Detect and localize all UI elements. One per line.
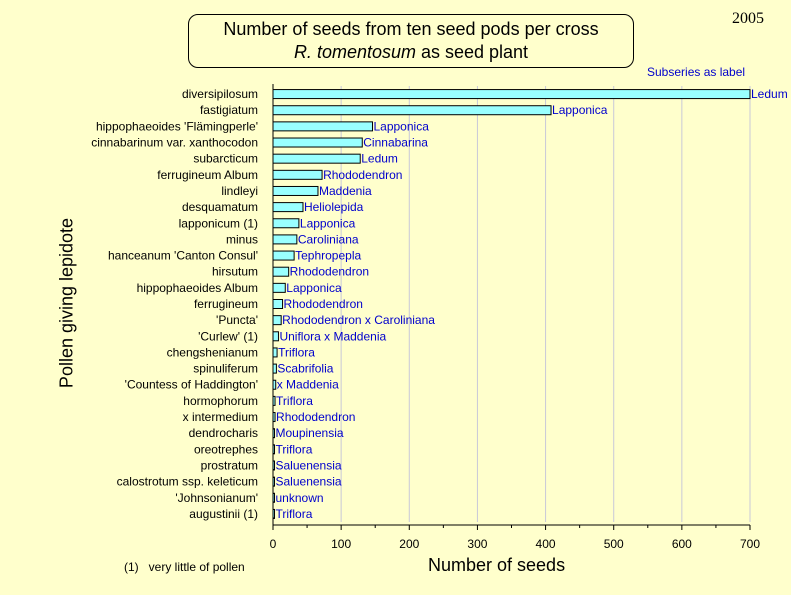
chart-title-line2: R. tomentosum as seed plant	[189, 42, 633, 63]
bar-value-label: Triflora	[276, 394, 313, 408]
category-label: fastigiatum	[200, 103, 258, 117]
bar-value-label: unknown	[276, 491, 324, 505]
bar	[272, 282, 286, 293]
bar-value-label: x Maddenia	[277, 378, 339, 392]
bar-value-label: Rhododendron	[290, 265, 369, 279]
category-label: hirsutum	[212, 265, 258, 279]
category-label: 'Johnsonianum'	[175, 491, 258, 505]
bar-value-label: Scabrifolia	[277, 362, 333, 376]
category-label: hanceanum 'Canton Consul'	[108, 249, 258, 263]
bar-value-label: Ledum	[751, 87, 788, 101]
bar	[272, 363, 277, 374]
category-label: chengshenianum	[167, 345, 258, 359]
x-tick-label: 600	[672, 537, 692, 551]
bar-value-label: Lapponica	[552, 103, 608, 117]
bar-value-label: Triflora	[276, 507, 313, 521]
chart-title-box: Number of seeds from ten seed pods per c…	[188, 14, 634, 68]
x-tick-label: 300	[467, 537, 487, 551]
category-label: 'Curlew' (1)	[198, 329, 258, 343]
bar-value-label: Heliolepida	[304, 200, 364, 214]
x-tick-label: 100	[331, 537, 351, 551]
category-label: prostratum	[201, 458, 258, 472]
subseries-note: Subseries as label	[647, 65, 746, 79]
bar	[272, 299, 284, 309]
category-label: subarcticum	[193, 152, 258, 166]
category-label: hormophorum	[183, 394, 258, 408]
x-tick-label: 200	[399, 537, 419, 551]
bar-value-label: Moupinensia	[276, 426, 344, 440]
bar	[272, 218, 300, 229]
bar-value-label: Triflora	[276, 442, 313, 456]
bar	[272, 266, 290, 277]
x-tick-label: 0	[270, 537, 277, 551]
category-label: oreotrephes	[194, 442, 258, 456]
category-label: calostrotum ssp. keleticum	[117, 475, 258, 489]
chart-title-species: R. tomentosum	[293, 42, 416, 62]
bar-value-label: Uniflora x Maddenia	[279, 329, 386, 343]
bar-value-label: Rhododendron	[323, 168, 402, 182]
bar-value-label: Lapponica	[300, 216, 356, 230]
x-tick-label: 700	[740, 537, 760, 551]
bar-value-label: Rhododendron	[276, 410, 355, 424]
bar-value-label: Triflora	[278, 345, 315, 359]
bar	[272, 347, 278, 358]
bar	[272, 331, 279, 342]
bar-value-label: Lapponica	[373, 119, 429, 133]
category-label: x intermedium	[183, 410, 258, 424]
bar	[272, 89, 751, 100]
bar	[272, 315, 282, 326]
bar-value-label: Caroliniana	[298, 232, 359, 246]
bar-value-label: Saluenensia	[276, 475, 342, 489]
chart-title-line1: Number of seeds from ten seed pods per c…	[223, 19, 599, 39]
category-label: minus	[226, 232, 258, 246]
bar-value-label: Ledum	[361, 152, 398, 166]
category-label: dendrocharis	[189, 426, 258, 440]
category-label: spinuliferum	[193, 362, 258, 376]
category-label: 'Countess of Haddington'	[125, 378, 258, 392]
category-label: cinnabarinum var. xanthocodon	[91, 136, 258, 150]
bar-value-label: Rhododendron	[284, 297, 363, 311]
category-label: lindleyi	[221, 184, 258, 198]
category-label: ferrugineum Album	[157, 168, 258, 182]
bar	[272, 185, 319, 196]
bar	[272, 153, 361, 164]
footnote: (1) very little of pollen	[124, 560, 245, 574]
x-tick-label: 400	[536, 537, 556, 551]
bar-value-label: Rhododendron x Caroliniana	[282, 313, 435, 327]
category-label: 'Puncta'	[216, 313, 258, 327]
category-label: lapponicum (1)	[179, 216, 258, 230]
category-label: ferrugineum	[194, 297, 258, 311]
bar-value-label: Cinnabarina	[363, 136, 428, 150]
bar	[272, 137, 363, 148]
y-axis-label: Pollen giving lepidote	[56, 217, 77, 389]
x-tick-label: 500	[604, 537, 624, 551]
category-label: diversipilosum	[182, 87, 258, 101]
x-axis-label: Number of seeds	[428, 555, 566, 575]
bar	[272, 169, 323, 180]
chart-title-suffix: as seed plant	[415, 42, 529, 62]
bar-value-label: Lapponica	[286, 281, 342, 295]
bar	[272, 250, 295, 261]
category-label: desquamatum	[182, 200, 258, 214]
bar	[272, 234, 298, 245]
bar-value-label: Saluenensia	[276, 458, 342, 472]
bar	[272, 121, 373, 132]
category-label: hippophaeoides Album	[137, 281, 258, 295]
bar	[272, 105, 552, 116]
bar-value-label: Tephropepla	[295, 249, 361, 263]
bar-value-label: Maddenia	[319, 184, 372, 198]
year-label: 2005	[732, 10, 764, 27]
category-label: hippophaeoides 'Flämingperle'	[96, 119, 258, 133]
category-label: augustinii (1)	[189, 507, 258, 521]
bar	[272, 202, 304, 213]
